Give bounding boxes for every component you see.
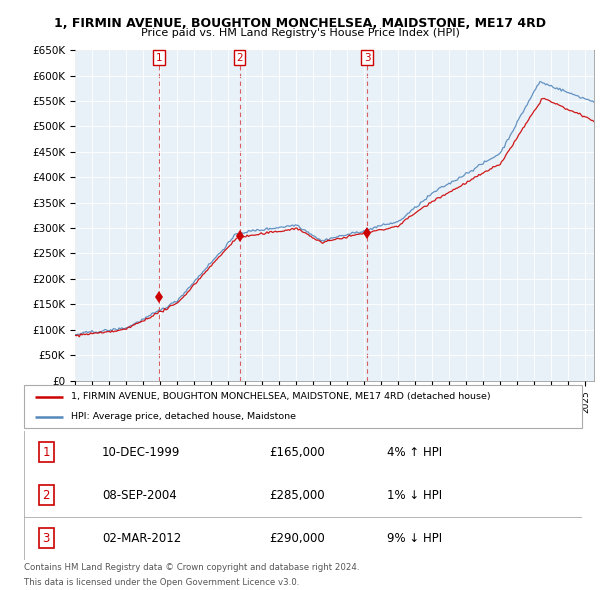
Text: 08-SEP-2004: 08-SEP-2004: [102, 489, 177, 502]
Text: £285,000: £285,000: [269, 489, 325, 502]
Text: Contains HM Land Registry data © Crown copyright and database right 2024.: Contains HM Land Registry data © Crown c…: [24, 563, 359, 572]
Text: £290,000: £290,000: [269, 532, 325, 545]
Text: This data is licensed under the Open Government Licence v3.0.: This data is licensed under the Open Gov…: [24, 578, 299, 586]
Text: 1: 1: [155, 53, 162, 63]
Text: £165,000: £165,000: [269, 445, 325, 459]
Text: 1, FIRMIN AVENUE, BOUGHTON MONCHELSEA, MAIDSTONE, ME17 4RD (detached house): 1, FIRMIN AVENUE, BOUGHTON MONCHELSEA, M…: [71, 392, 491, 401]
Text: 1% ↓ HPI: 1% ↓ HPI: [387, 489, 442, 502]
Text: 4% ↑ HPI: 4% ↑ HPI: [387, 445, 442, 459]
Text: 2: 2: [236, 53, 243, 63]
Text: 10-DEC-1999: 10-DEC-1999: [102, 445, 181, 459]
Text: 9% ↓ HPI: 9% ↓ HPI: [387, 532, 442, 545]
Text: Price paid vs. HM Land Registry's House Price Index (HPI): Price paid vs. HM Land Registry's House …: [140, 28, 460, 38]
Text: 3: 3: [364, 53, 370, 63]
Text: 1, FIRMIN AVENUE, BOUGHTON MONCHELSEA, MAIDSTONE, ME17 4RD: 1, FIRMIN AVENUE, BOUGHTON MONCHELSEA, M…: [54, 17, 546, 30]
Text: 1: 1: [43, 445, 50, 459]
Text: 3: 3: [43, 532, 50, 545]
Text: 02-MAR-2012: 02-MAR-2012: [102, 532, 181, 545]
Text: HPI: Average price, detached house, Maidstone: HPI: Average price, detached house, Maid…: [71, 412, 296, 421]
Text: 2: 2: [43, 489, 50, 502]
